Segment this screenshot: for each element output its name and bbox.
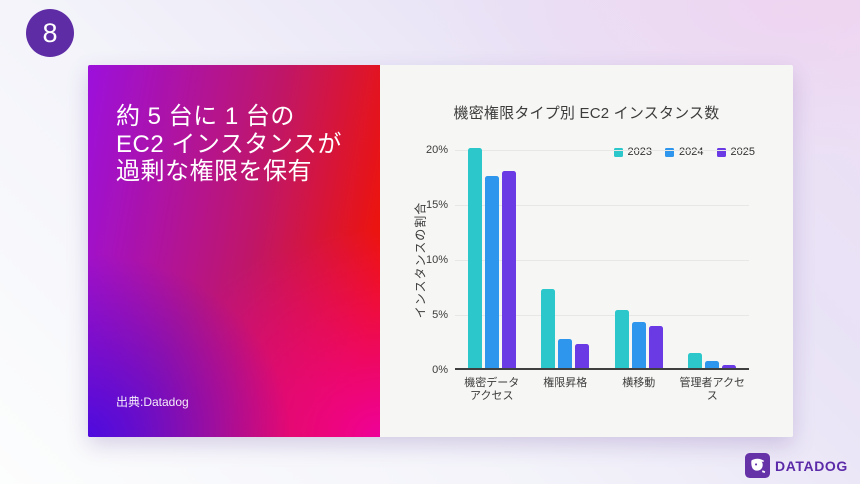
bar-2024	[705, 361, 720, 368]
legend-label: 2025	[730, 146, 755, 158]
x-axis-category-label: 機密データ アクセス	[464, 377, 520, 402]
bar-2023	[614, 309, 629, 368]
content-card: 約 5 台に 1 台の EC2 インスタンスが 過剰な権限を保有 出典:Data…	[88, 65, 793, 437]
gridline	[455, 315, 749, 316]
y-axis-label: インスタンスの割合	[413, 201, 428, 319]
legend-swatch-icon	[716, 147, 726, 157]
x-axis-category-label: 権限昇格	[543, 377, 588, 389]
bar-group	[529, 150, 603, 368]
chart-panel: 機密権限タイプ別 EC2 インスタンス数 2023 2024 2025 0% 5% 10…	[380, 65, 793, 437]
bar-group	[676, 150, 750, 368]
gridline	[455, 260, 749, 261]
legend-item: 2024	[665, 146, 704, 158]
legend-label: 2023	[627, 146, 653, 158]
bar-2025	[648, 326, 663, 368]
bar-2023	[467, 148, 482, 368]
legend-item: 2023	[613, 146, 653, 158]
y-axis-tick-label: 20%	[425, 144, 448, 156]
gridline	[455, 150, 749, 151]
plot-area	[455, 148, 750, 370]
bar-2023	[688, 352, 703, 368]
legend-label: 2024	[679, 146, 704, 158]
headline-line: EC2 インスタンスが	[116, 130, 342, 158]
bar-group	[455, 148, 529, 368]
datadog-dog-icon	[745, 453, 770, 478]
headline-line: 約 5 台に 1 台の	[116, 103, 295, 130]
headline-line: 過剰な権限を保有	[116, 158, 312, 185]
legend-swatch-icon	[613, 147, 623, 157]
gridline	[455, 205, 749, 206]
chart-legend: 2023 2024 2025	[455, 146, 755, 158]
bar-2025	[575, 343, 590, 368]
datadog-logo: DATADOG	[745, 453, 848, 478]
slide-number-badge: 8	[26, 9, 74, 57]
legend-item: 2025	[716, 146, 755, 158]
headline-panel: 約 5 台に 1 台の EC2 インスタンスが 過剰な権限を保有 出典:Data…	[88, 65, 380, 437]
y-axis-tick-label: 10%	[425, 254, 448, 266]
y-axis-ticks: 0% 5% 10% 15% 20%	[408, 144, 448, 376]
bar-2024	[631, 321, 646, 368]
headline: 約 5 台に 1 台の EC2 インスタンスが 過剰な権限を保有	[116, 103, 342, 186]
bar-2024	[558, 339, 573, 368]
y-axis-tick-label: 15%	[425, 199, 448, 211]
bar-groups	[455, 148, 750, 368]
bar-2024	[484, 175, 499, 368]
datadog-wordmark: DATADOG	[775, 457, 848, 474]
y-axis-tick-label: 5%	[432, 309, 448, 321]
x-axis-category-label: 管理者アクセス	[679, 377, 745, 402]
bar-2023	[541, 288, 556, 368]
bar-group	[602, 150, 676, 368]
source-attribution: 出典:Datadog	[116, 395, 189, 409]
bar-2025	[501, 171, 516, 368]
y-axis-tick-label: 0%	[432, 364, 448, 376]
legend-swatch-icon	[665, 147, 675, 157]
chart-title: 機密権限タイプ別 EC2 インスタンス数	[453, 105, 720, 122]
bar-2025	[722, 364, 737, 368]
x-axis-labels: 機密データ アクセス 権限昇格 横移動 管理者アクセス	[455, 377, 749, 403]
x-axis-category-label: 横移動	[622, 377, 656, 389]
slide-number: 8	[42, 17, 58, 48]
